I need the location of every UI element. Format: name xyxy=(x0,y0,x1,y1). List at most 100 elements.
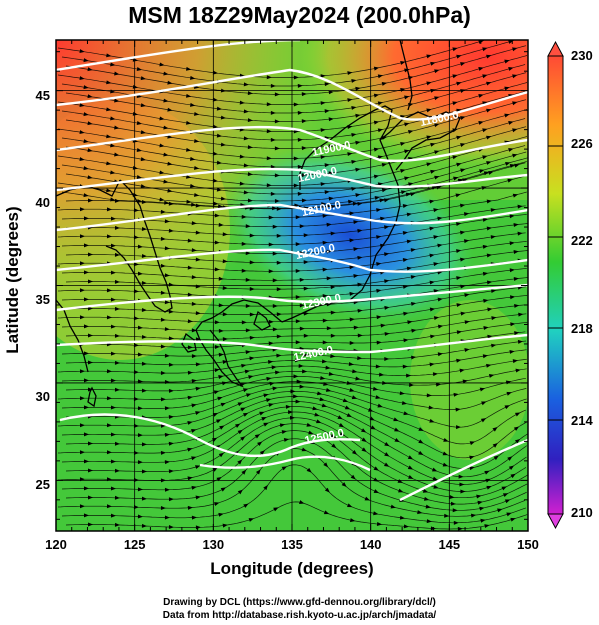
streamline-arrow xyxy=(290,415,296,420)
streamline-arrow xyxy=(237,459,243,465)
streamline-arrow xyxy=(417,510,423,515)
streamline-arrow xyxy=(330,433,336,438)
streamline-arrow xyxy=(455,407,461,412)
streamline-arrow xyxy=(141,496,147,501)
streamline-arrow xyxy=(486,485,492,490)
streamline-arrow xyxy=(478,94,484,98)
streamline-arrow xyxy=(326,222,332,227)
streamline-arrow xyxy=(504,86,510,91)
streamline-arrow xyxy=(106,80,112,85)
streamline-arrow xyxy=(377,155,384,160)
streamline-arrow xyxy=(220,196,227,201)
streamline-arrow xyxy=(323,462,329,468)
streamline-arrow xyxy=(453,520,459,525)
streamline-arrow xyxy=(437,352,443,357)
streamline-arrow xyxy=(506,512,512,517)
streamline-arrow xyxy=(114,306,120,311)
streamline-arrow xyxy=(407,455,414,460)
streamline-arrow xyxy=(512,128,518,133)
streamline-arrow xyxy=(456,358,462,363)
x-tick-label: 135 xyxy=(281,537,303,552)
streamline-arrow xyxy=(218,512,224,517)
streamline-arrow xyxy=(79,234,85,239)
streamline-arrow xyxy=(159,116,165,121)
streamline-arrow xyxy=(436,382,442,387)
streamline-arrow xyxy=(222,259,228,264)
streamline-arrow xyxy=(486,226,492,231)
streamline-arrow xyxy=(326,276,332,281)
streamline-arrow xyxy=(110,324,116,329)
streamline-arrow xyxy=(432,476,438,481)
streamline-arrow xyxy=(347,98,353,103)
streamline-arrow xyxy=(514,331,520,336)
streamline-arrow xyxy=(293,102,299,107)
streamline-arrow xyxy=(218,375,224,379)
streamline-arrow xyxy=(402,204,409,208)
streamline-arrow xyxy=(187,476,193,481)
streamline-arrow xyxy=(482,74,488,79)
x-tick-label: 145 xyxy=(438,537,461,552)
streamline-arrow xyxy=(249,356,255,361)
streamline-arrow xyxy=(110,116,116,121)
streamline-arrow xyxy=(114,279,120,284)
streamline-arrow xyxy=(114,252,120,257)
streamline-arrow xyxy=(106,134,112,139)
streamline-arrow xyxy=(373,174,380,179)
streamline-arrow xyxy=(376,235,382,240)
streamline-arrow xyxy=(460,311,466,316)
streamline-arrow xyxy=(160,371,166,376)
streamline-arrow xyxy=(137,379,143,384)
streamline-arrow xyxy=(87,495,93,500)
streamline-arrow xyxy=(110,62,116,67)
streamline-arrow xyxy=(83,58,89,63)
streamline-arrow xyxy=(492,426,498,432)
streamline-arrow xyxy=(136,120,142,125)
streamline-arrow xyxy=(106,234,112,239)
colorbar-tick-label: 230 xyxy=(571,48,593,63)
streamline-arrow xyxy=(459,230,466,235)
streamline-arrow xyxy=(248,518,254,522)
streamline-arrow xyxy=(349,211,355,216)
streamline-arrow xyxy=(110,432,116,437)
streamline-arrow xyxy=(83,166,89,171)
streamline-arrow xyxy=(507,178,513,183)
streamline-arrow xyxy=(409,383,415,388)
streamline-arrow xyxy=(328,371,334,376)
streamline-arrow xyxy=(114,225,120,230)
streamline-arrow xyxy=(163,125,169,130)
streamline-arrow xyxy=(83,486,89,491)
streamline-arrow xyxy=(515,368,521,373)
streamline-arrow xyxy=(272,251,278,256)
streamline-arrow xyxy=(274,146,280,151)
streamline-arrow xyxy=(463,212,470,217)
streamline-arrow xyxy=(141,307,147,312)
streamline-arrow xyxy=(456,303,462,308)
streamline-arrow xyxy=(191,378,197,383)
streamline-arrow xyxy=(377,74,384,79)
streamline-arrow xyxy=(426,162,432,167)
streamline-arrow xyxy=(508,148,514,152)
streamline-arrow xyxy=(355,193,361,198)
streamline-arrow xyxy=(426,519,432,524)
streamline-arrow xyxy=(216,477,222,482)
streamline-arrow xyxy=(469,441,476,446)
streamline-arrow xyxy=(293,394,299,399)
height-contour xyxy=(59,413,361,458)
streamline-arrow xyxy=(469,466,475,471)
streamline-arrow xyxy=(482,217,488,222)
streamline-arrow xyxy=(510,473,516,479)
streamline-arrow xyxy=(114,360,120,365)
streamline-arrow xyxy=(442,451,448,456)
streamline-arrow xyxy=(381,162,388,167)
streamline-arrow xyxy=(79,396,85,401)
streamline-arrow xyxy=(373,147,380,152)
streamline-arrow xyxy=(214,267,220,272)
x-tick-label: 150 xyxy=(517,537,539,552)
streamline-arrow xyxy=(283,437,290,442)
streamline-arrow xyxy=(301,146,307,151)
streamline-arrow xyxy=(404,176,410,181)
streamline-arrow xyxy=(241,469,247,475)
streamline-arrow xyxy=(212,413,219,417)
streamline-arrow xyxy=(137,271,143,276)
streamline-arrow xyxy=(212,97,219,102)
